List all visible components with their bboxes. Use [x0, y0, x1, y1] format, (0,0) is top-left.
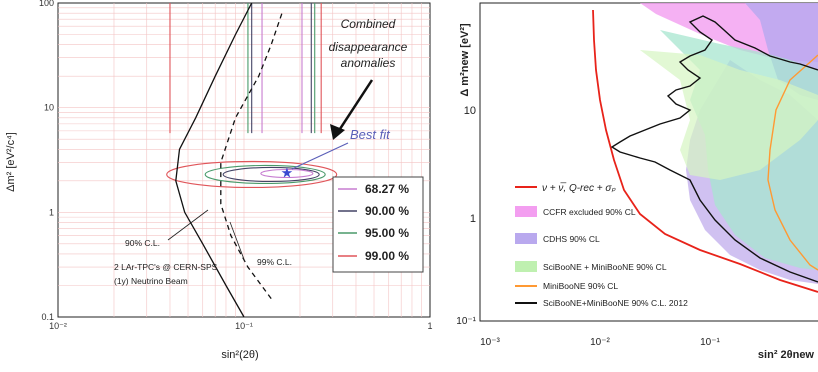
annotation-99cl: 99% C.L.: [257, 257, 292, 267]
right-y-tick-0_1: 10⁻¹: [456, 316, 476, 327]
right-y-axis-title: Δ m²new [eV²]: [459, 23, 471, 97]
annotation-anomalies-line2: disappearance: [329, 40, 408, 54]
left-y-tick: 100: [39, 0, 54, 8]
contour-99: [169, 3, 322, 134]
legend-swatch-ccfr: [515, 206, 537, 217]
annotation-90cl: 90% C.L.: [125, 238, 160, 248]
legend-label-cdhs: CDHS 90% CL: [543, 234, 600, 244]
right-y-tick-10: 10: [464, 105, 476, 117]
legend-label-68: 68.27 %: [365, 182, 409, 196]
contour-90: [251, 3, 312, 134]
exclusion-90cl-line: [175, 2, 253, 318]
annotation-anomalies-line1: Combined: [341, 17, 396, 31]
right-x-tick-0_01: 10⁻²: [590, 337, 610, 348]
right-x-axis-title: sin² 2θnew: [758, 349, 815, 361]
annotation-best-fit: Best fit: [350, 127, 391, 142]
right-legend: ν + ν̅, Q-rec + σₚ CCFR excluded 90% CL …: [515, 182, 688, 308]
left-exclusion-lines: [175, 2, 283, 318]
left-legend: 68.27 % 90.00 % 95.00 % 99.00 %: [332, 176, 424, 273]
contour-90-island: [222, 166, 320, 183]
curve-red-sensitivity: [592, 9, 818, 293]
annotation-anomalies-line3: anomalies: [341, 56, 396, 70]
right-x-tick-0_001: 10⁻³: [480, 337, 500, 348]
legend-label-95: 95.00 %: [365, 226, 409, 240]
legend-label-99: 99.00 %: [365, 249, 409, 263]
left-x-tick: 10⁻²: [49, 321, 67, 331]
annotation-experiment-line2: (1y) Neutrino Beam: [114, 276, 188, 286]
anomalies-arrow: [336, 79, 374, 133]
left-y-axis-title: Δm² [eV²/c⁴]: [5, 132, 17, 192]
annotation-experiment-line1: 2 LAr-TPC's @ CERN-SPS: [114, 262, 218, 272]
contour-95-island: [204, 164, 326, 185]
left-y-tick: 10: [44, 103, 54, 113]
left-ticks: 10⁻² 10⁻¹ 1 0.1 1 10 100: [39, 0, 433, 331]
arrow-99cl: [229, 221, 246, 263]
contour-99-island: [166, 160, 338, 189]
anomalies-arrowhead: [330, 124, 345, 140]
curve-sciboone-miniboone-2012: [610, 15, 818, 283]
left-chart: 10⁻² 10⁻¹ 1 0.1 1 10 100 Combined disappearanc…: [5, 0, 433, 361]
best-fit-star: ★: [281, 165, 294, 181]
curve-miniboone: [767, 54, 818, 271]
left-x-tick: 10⁻¹: [235, 321, 253, 331]
region-light-green: [640, 50, 818, 180]
contour-95: [247, 3, 316, 134]
legend-label-red: ν + ν̅, Q-rec + σₚ: [542, 182, 616, 194]
right-y-tick-1: 1: [470, 213, 476, 225]
left-y-tick: 1: [49, 207, 54, 217]
legend-label-miniboone: MiniBooNE 90% CL: [543, 281, 618, 291]
left-x-axis-title: sin²(2θ): [221, 349, 258, 361]
left-x-tick: 1: [427, 321, 432, 331]
legend-label-ccfr: CCFR excluded 90% CL: [543, 207, 636, 217]
left-contours: [166, 3, 338, 189]
best-fit-arrow: [291, 142, 349, 170]
left-grid: [58, 3, 430, 317]
contour-68-island: [260, 168, 314, 179]
legend-label-90: 90.00 %: [365, 204, 409, 218]
legend-label-black: SciBooNE+MiniBooNE 90% C.L. 2012: [543, 298, 688, 308]
arrow-90cl: [167, 209, 209, 241]
legend-label-sciboone: SciBooNE + MiniBooNE 90% CL: [543, 262, 667, 272]
right-x-tick-0_1: 10⁻¹: [700, 337, 720, 348]
left-y-tick: 0.1: [41, 312, 54, 322]
legend-swatch-sciboone: [515, 261, 537, 272]
legend-swatch-cdhs: [515, 233, 537, 244]
right-chart: ν + ν̅, Q-rec + σₚ CCFR excluded 90% CL …: [456, 2, 818, 361]
